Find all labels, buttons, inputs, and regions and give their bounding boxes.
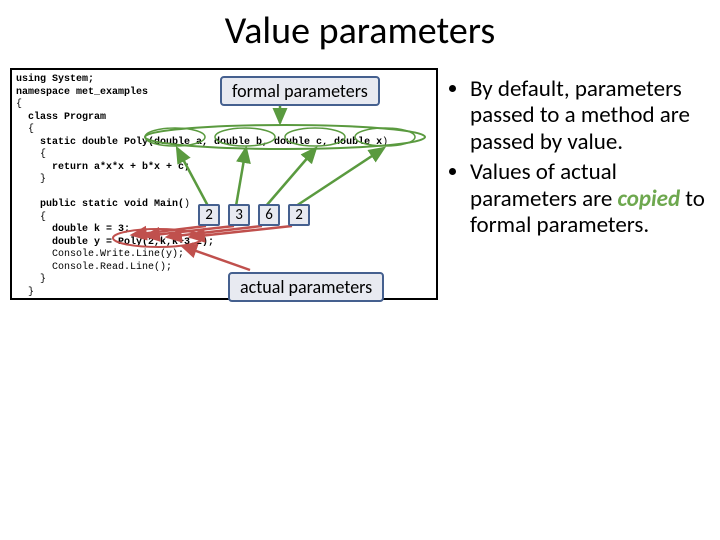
bullet-item: Values of actual parameters are copied t… (470, 159, 720, 238)
code-line: double k = 3; (16, 224, 130, 235)
bullet-text: Values of actual parameters are (470, 158, 617, 212)
code-params-formal: double a, double b, double c, double x (154, 137, 382, 148)
code-line: } (16, 174, 46, 185)
code-line: class Program (16, 112, 106, 123)
code-line: public static void Main( (16, 199, 184, 210)
code-line: Console.Write.Line(y); (16, 249, 184, 260)
value-box-4: 2 (288, 204, 310, 226)
formal-parameters-label: formal parameters (220, 76, 380, 106)
code-line: ) (382, 137, 388, 148)
code-line: ) (184, 199, 190, 210)
code-line: namespace met_examples (16, 87, 148, 98)
bullet-list: By default, parameters passed to a metho… (448, 76, 720, 243)
code-line: { (16, 99, 22, 110)
value-box-1: 2 (198, 204, 220, 226)
code-line: return a*x*x + b*x + c; (16, 162, 190, 173)
code-line: using System; (16, 74, 94, 85)
value-box-3: 6 (258, 204, 280, 226)
code-line: } (16, 299, 22, 300)
code-line: double y = Poly(2,k,k+3,2); (16, 237, 214, 248)
code-line: { (16, 149, 46, 160)
code-line: } (16, 287, 34, 298)
code-line: static double Poly( (16, 137, 154, 148)
code-line: { (16, 124, 34, 135)
actual-parameters-label: actual parameters (228, 272, 384, 302)
bullet-emph: copied (617, 185, 680, 213)
code-line: } (16, 274, 46, 285)
code-line: Console.Read.Line(); (16, 262, 172, 273)
page-title: Value parameters (0, 8, 720, 54)
value-box-2: 3 (228, 204, 250, 226)
code-line: { (16, 212, 46, 223)
bullet-item: By default, parameters passed to a metho… (470, 76, 720, 155)
